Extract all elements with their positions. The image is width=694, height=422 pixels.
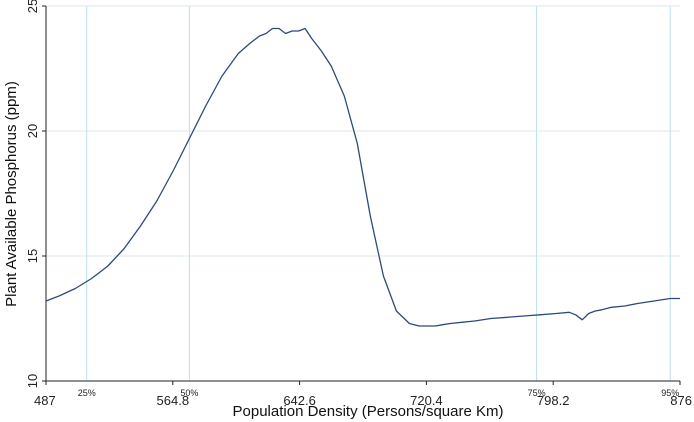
x-tick-label: 564.8 [157,393,190,408]
percentile-label: 50% [180,388,198,398]
x-axis-title: Population Density (Persons/square Km) [233,403,504,420]
plot-area [42,5,681,385]
y-axis-title: Plant Available Phosphorus (ppm) [3,81,20,307]
percentile-label: 25% [78,388,96,398]
x-tick-label: 487 [34,393,56,408]
percentile-label: 75% [528,388,546,398]
x-tick-label: 798.2 [537,393,570,408]
series-line [45,27,680,327]
x-tick-label: 642.6 [283,393,316,408]
x-tick-labels: 487 564.8 642.6 720.4 798.2 876 [34,393,692,408]
y-tick-label: 20 [25,124,40,138]
y-tick-label: 25 [25,0,40,13]
percentile-label: 95% [661,388,679,398]
x-tick-label: 876 [670,393,692,408]
y-tick-label: 10 [25,374,40,388]
y-tick-labels: 10 15 20 25 [25,0,40,388]
x-tick-label: 720.4 [410,393,443,408]
percentile-labels: 25% 50% 75% 95% [78,388,679,398]
y-tick-label: 15 [25,249,40,263]
